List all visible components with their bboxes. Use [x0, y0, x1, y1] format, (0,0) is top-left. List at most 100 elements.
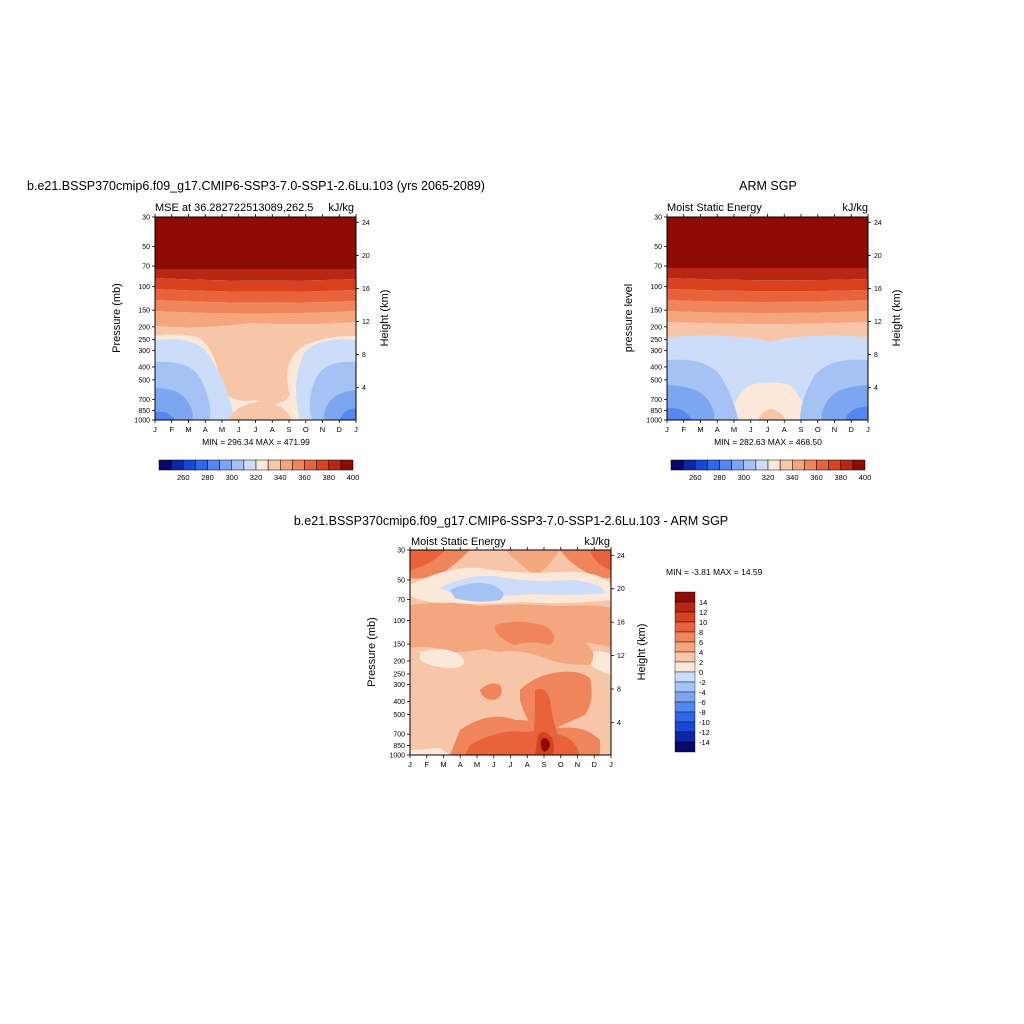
colorbar-label: 300 [737, 473, 750, 482]
x-tick-label: M [697, 425, 703, 434]
panel-difference-mse: b.e21.BSSP370cmip6.f09_g17.CMIP6-SSP3-7.… [294, 514, 763, 769]
band [155, 411, 175, 420]
y-tick-label: 700 [393, 732, 405, 739]
band [155, 322, 356, 404]
panel2-stats: MIN = 282.63 MAX = 468.50 [714, 437, 822, 447]
panel2-axes: J F M A M J J A S O N D J 30 50 70 100 150 200 250 300 400 500… [646, 214, 882, 434]
panel-model-mse: b.e21.BSSP370cmip6.f09_g17.CMIP6-SSP3-7.… [27, 179, 485, 482]
y2-tick-label: 12 [874, 319, 882, 326]
colorbar-swatch [674, 611, 696, 623]
colorbar-swatch [674, 651, 696, 663]
band [228, 402, 292, 420]
panel1-ylabel: Pressure (mb) [111, 283, 123, 353]
colorbar-label: 260 [177, 473, 190, 482]
panel3-left-subtitle: Moist Static Energy [411, 536, 506, 548]
y-tick-label: 400 [393, 699, 405, 706]
y-tick-label: 200 [650, 324, 662, 331]
y-tick-label: 300 [393, 682, 405, 689]
y-tick-label: 850 [650, 408, 662, 415]
colorbar-swatch [267, 459, 281, 471]
colorbar-swatch [674, 681, 696, 693]
panel3-contour-field [410, 550, 611, 755]
y-tick-label: 200 [138, 324, 150, 331]
band [667, 278, 868, 292]
colorbar-label: 6 [699, 638, 703, 647]
y-tick-label: 500 [393, 712, 405, 719]
y-tick-label: 200 [393, 658, 405, 665]
x-tick-label: M [731, 425, 737, 434]
band [155, 289, 356, 303]
colorbar-label: 400 [859, 473, 872, 482]
colorbar-label: 340 [786, 473, 799, 482]
y-tick-label: 1000 [646, 418, 662, 425]
band [667, 311, 868, 324]
y2-tick-label: 8 [617, 686, 621, 693]
colorbar-label: -12 [699, 728, 710, 737]
colorbar-swatch [804, 459, 817, 471]
y2-tick-label: 8 [362, 352, 366, 359]
colorbar-label: 320 [250, 473, 263, 482]
colorbar-swatch [755, 459, 769, 471]
x-tick-label: J [609, 760, 613, 769]
colorbar-label: 260 [689, 473, 702, 482]
y-tick-label: 70 [397, 597, 405, 604]
y-tick-label: 300 [650, 348, 662, 355]
panel2-title: ARM SGP [739, 179, 797, 193]
band [540, 738, 550, 752]
x-tick-label: J [866, 425, 870, 434]
colorbar-swatch [674, 631, 696, 643]
colorbar-label: 380 [834, 473, 847, 482]
colorbar-label: -2 [699, 678, 706, 687]
x-tick-label: A [782, 425, 787, 434]
colorbar-swatch [695, 459, 708, 471]
panel3-right-subtitle: kJ/kg [584, 536, 610, 548]
colorbar-swatch [719, 459, 732, 471]
band [667, 268, 868, 281]
y-tick-label: 1000 [389, 753, 405, 760]
colorbar-swatch [674, 671, 696, 683]
y-tick-label: 50 [397, 577, 405, 584]
y-tick-label: 700 [138, 397, 150, 404]
colorbar-swatch [674, 601, 696, 613]
y2-tick-label: 16 [617, 620, 625, 627]
x-tick-label: A [525, 760, 530, 769]
y2-tick-label: 16 [874, 286, 882, 293]
band [155, 300, 356, 314]
panel1-left-subtitle: MSE at 36.282722513089,262.5 [155, 202, 313, 214]
colorbar-label: 380 [322, 473, 335, 482]
panel2-y2label: Height (km) [891, 290, 903, 347]
colorbar-swatch [767, 459, 781, 471]
y-tick-label: 250 [138, 337, 150, 344]
colorbar-swatch [674, 711, 696, 723]
panel2-contour-field [667, 217, 868, 420]
colorbar-swatch [707, 459, 720, 471]
band [667, 217, 868, 268]
y-tick-label: 50 [654, 244, 662, 251]
colorbar-label: 320 [762, 473, 775, 482]
x-tick-label: J [153, 425, 157, 434]
x-tick-label: S [798, 425, 803, 434]
colorbar-swatch [292, 459, 305, 471]
y-tick-label: 250 [393, 671, 405, 678]
y-tick-label: 30 [654, 215, 662, 222]
colorbar-label: 0 [699, 668, 703, 677]
colorbar-swatch [674, 591, 696, 603]
x-tick-label: M [185, 425, 191, 434]
y-tick-label: 850 [393, 743, 405, 750]
x-tick-label: D [849, 425, 855, 434]
x-tick-label: J [749, 425, 753, 434]
panel2-colorbar: 260 280 300 320 340 360 380 400 [670, 459, 872, 482]
colorbar-label: -10 [699, 718, 710, 727]
x-tick-label: J [509, 760, 513, 769]
colorbar-swatch [852, 459, 866, 471]
panel3-title: b.e21.BSSP370cmip6.f09_g17.CMIP6-SSP3-7.… [294, 514, 728, 528]
x-tick-label: J [354, 425, 358, 434]
colorbar-label: 280 [201, 473, 214, 482]
y-tick-label: 500 [138, 377, 150, 384]
panel1-contour-field [155, 217, 356, 420]
x-tick-label: F [681, 425, 686, 434]
colorbar-label: -14 [699, 738, 710, 747]
y-tick-label: 70 [142, 264, 150, 271]
